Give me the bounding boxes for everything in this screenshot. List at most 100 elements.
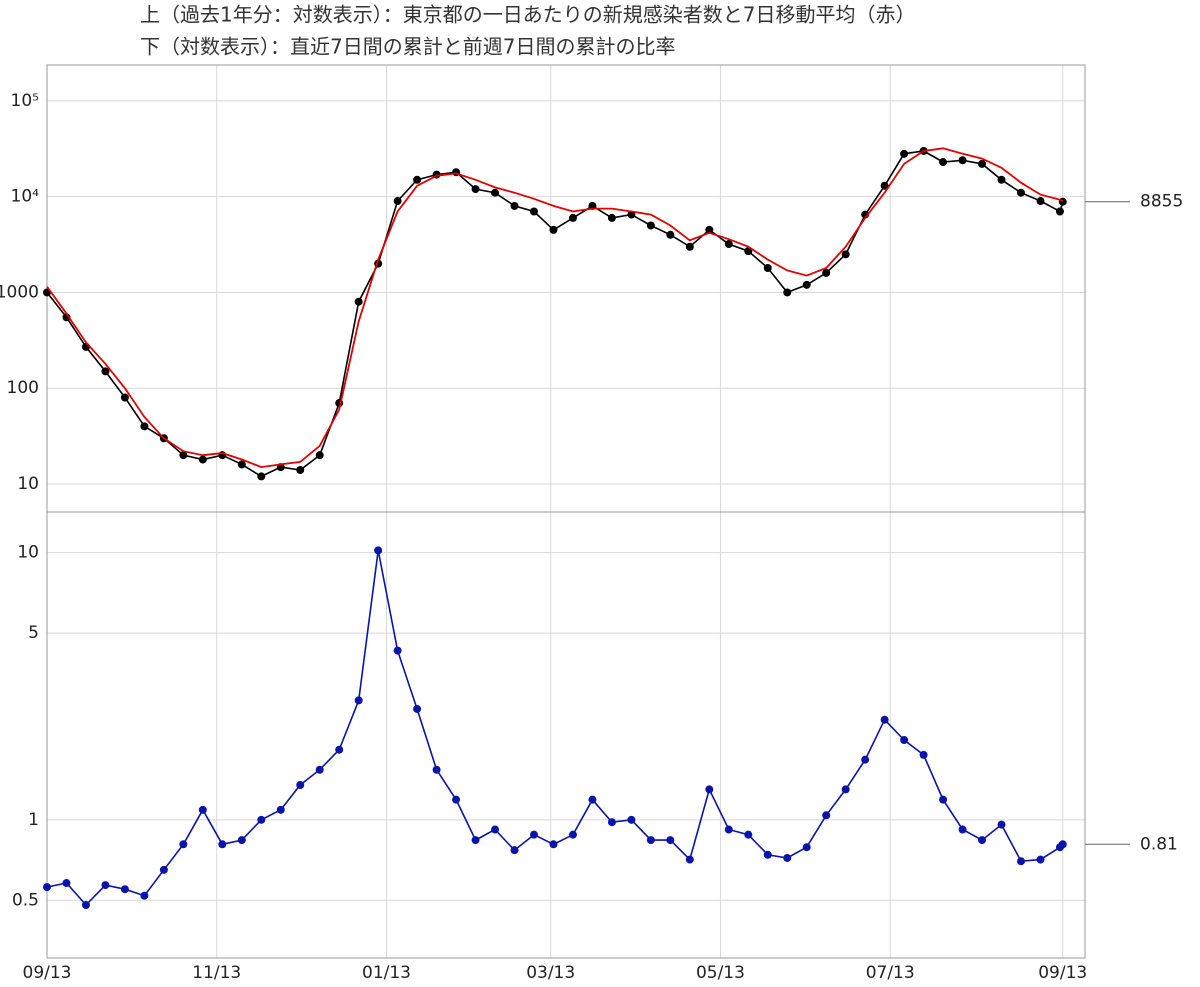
x-tick-label: 11/13 xyxy=(192,963,241,983)
data-point xyxy=(822,268,831,277)
data-point xyxy=(685,242,694,251)
data-point xyxy=(1036,197,1045,206)
data-point xyxy=(159,865,168,874)
data-point xyxy=(958,825,967,834)
data-point xyxy=(783,288,792,297)
data-point xyxy=(140,891,149,900)
series-line xyxy=(46,550,1064,907)
x-tick-label: 09/13 xyxy=(23,963,72,983)
data-point xyxy=(763,850,772,859)
data-point xyxy=(393,197,402,206)
data-point xyxy=(1016,857,1025,866)
data-point xyxy=(81,342,90,351)
data-point xyxy=(822,811,831,820)
chart-title: 上（過去1年分：対数表示）：東京都の一日あたりの新規感染者数と7日移動平均（赤） xyxy=(140,3,915,27)
data-point xyxy=(257,472,266,481)
data-point xyxy=(783,853,792,862)
data-point xyxy=(568,830,577,839)
y-tick-label: 5 xyxy=(28,623,39,643)
data-point xyxy=(471,836,480,845)
data-point xyxy=(763,263,772,272)
data-point xyxy=(607,818,616,827)
x-tick-label: 09/13 xyxy=(1038,963,1087,983)
series-line xyxy=(46,147,1064,469)
y-tick-label: 0.5 xyxy=(12,890,39,910)
data-point xyxy=(666,836,675,845)
data-point xyxy=(529,207,538,216)
data-point xyxy=(354,696,363,705)
data-point xyxy=(491,825,500,834)
data-point xyxy=(744,830,753,839)
y-tick-label: 1 xyxy=(28,810,39,830)
data-point xyxy=(880,181,889,190)
end-label: 0.81 xyxy=(1140,834,1178,854)
data-point xyxy=(62,879,71,888)
data-point xyxy=(588,795,597,804)
data-point xyxy=(315,451,324,460)
data-point xyxy=(101,367,110,376)
data-point xyxy=(296,465,305,474)
data-point xyxy=(900,736,909,745)
data-point xyxy=(393,646,402,655)
data-point xyxy=(900,149,909,158)
data-point xyxy=(627,815,636,824)
data-point xyxy=(335,745,344,754)
data-point xyxy=(841,785,850,794)
data-point xyxy=(1016,188,1025,197)
data-point xyxy=(120,885,129,894)
data-point xyxy=(257,815,266,824)
x-tick-label: 03/13 xyxy=(526,963,575,983)
data-point xyxy=(724,240,733,249)
data-point xyxy=(549,225,558,234)
data-point xyxy=(939,795,948,804)
data-point xyxy=(978,836,987,845)
y-tick-label: 10 xyxy=(17,474,39,494)
data-point xyxy=(861,755,870,764)
data-point xyxy=(179,451,188,460)
y-tick-label: 1000 xyxy=(0,282,39,302)
data-point xyxy=(978,159,987,168)
data-point xyxy=(374,546,383,555)
data-point xyxy=(81,901,90,910)
data-point xyxy=(685,855,694,864)
data-point xyxy=(413,175,422,184)
data-point xyxy=(958,156,967,165)
data-point xyxy=(919,750,928,759)
data-point xyxy=(237,460,246,469)
data-point xyxy=(296,781,305,790)
data-point xyxy=(120,393,129,402)
data-point xyxy=(646,221,655,230)
x-tick-label: 05/13 xyxy=(696,963,745,983)
data-point xyxy=(101,881,110,890)
data-point xyxy=(237,836,246,845)
plot-frame xyxy=(46,511,1086,959)
data-point xyxy=(529,830,538,839)
data-point xyxy=(549,840,558,849)
data-point xyxy=(666,230,675,239)
data-point xyxy=(354,297,363,306)
data-point xyxy=(218,840,227,849)
data-point xyxy=(802,280,811,289)
y-tick-label: 10⁵ xyxy=(11,91,39,111)
end-label: 8855 xyxy=(1140,192,1183,212)
data-point xyxy=(1036,855,1045,864)
y-tick-label: 10 xyxy=(17,543,39,563)
data-point xyxy=(43,883,51,892)
data-point xyxy=(880,715,889,724)
data-point xyxy=(1058,840,1067,849)
plot-frame xyxy=(46,64,1086,513)
data-point xyxy=(198,805,207,814)
y-tick-label: 100 xyxy=(7,378,39,398)
y-tick-label: 10⁴ xyxy=(11,187,40,207)
data-point xyxy=(802,843,811,852)
data-point xyxy=(179,840,188,849)
data-point xyxy=(198,455,207,464)
data-point xyxy=(568,213,577,222)
data-point xyxy=(744,247,753,256)
data-point xyxy=(939,158,948,167)
series-line xyxy=(46,150,1064,478)
data-point xyxy=(491,188,500,197)
data-point xyxy=(452,795,461,804)
data-point xyxy=(510,846,519,855)
